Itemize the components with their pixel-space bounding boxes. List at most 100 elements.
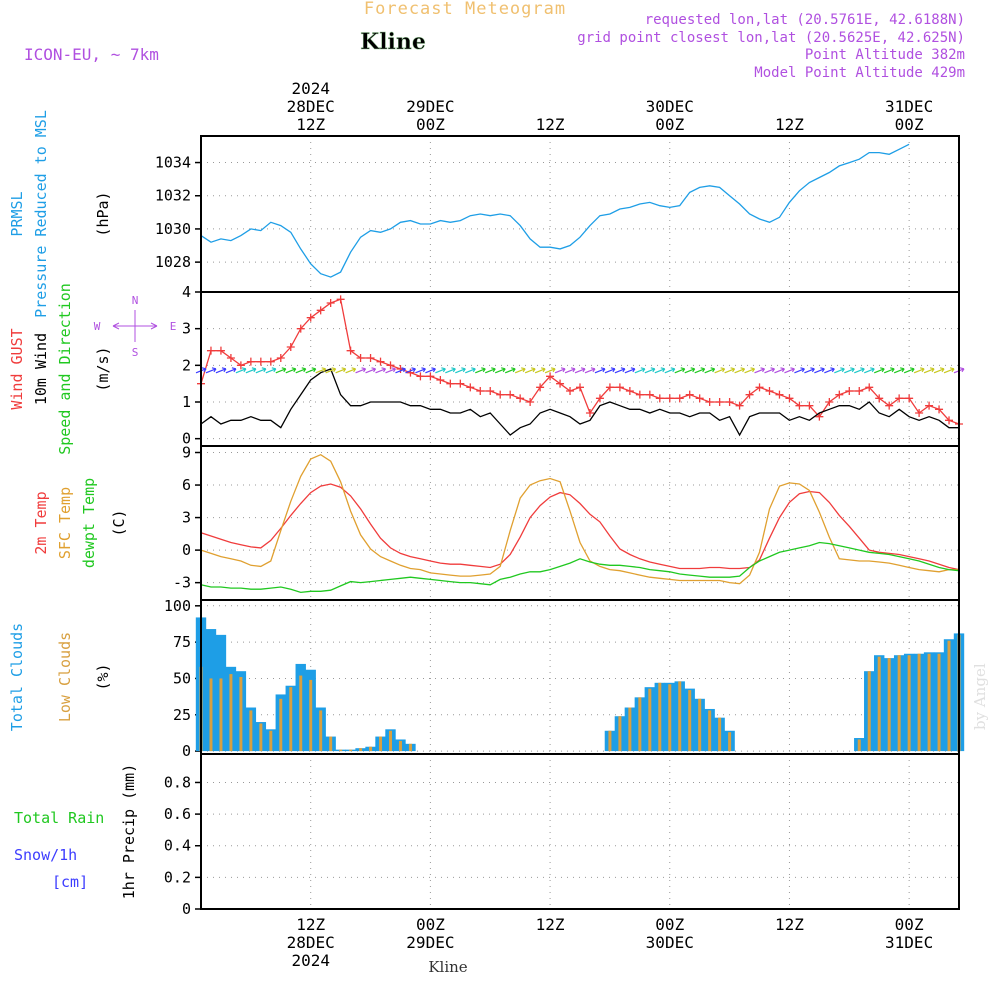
wind-direction-arrow (724, 367, 736, 374)
wind-direction-arrow (255, 367, 267, 374)
ylabel-line: Total Clouds (8, 623, 26, 731)
gust-marker (416, 372, 425, 381)
gust-marker (246, 357, 255, 366)
wind-direction-arrow (943, 367, 955, 374)
ytick-label: 3 (182, 320, 191, 338)
bar-low-clouds (728, 732, 732, 752)
gust-marker (396, 365, 405, 373)
gust-marker (496, 390, 505, 399)
ylabel-line: Pressure Reduced to MSL (32, 110, 50, 318)
ylabel-line: PRMSL (8, 191, 26, 236)
gust-marker (865, 383, 874, 392)
precip-legend-line: Snow/1h (14, 846, 77, 864)
wind-direction-arrow (893, 367, 905, 374)
bar-low-clouds (887, 658, 891, 752)
gust-marker (695, 394, 704, 403)
wind-direction-arrow (764, 367, 775, 374)
gust-marker (536, 383, 545, 392)
ytick-label: 0.8 (164, 773, 191, 791)
gust-marker (855, 387, 864, 395)
gust-marker (675, 394, 684, 403)
gust-marker (665, 394, 674, 403)
gust-marker (805, 401, 814, 410)
bar-low-clouds (668, 684, 672, 752)
series-dewpt-temp (200, 541, 960, 594)
time-label-top: 2024 (291, 79, 330, 98)
gust-marker (296, 324, 305, 333)
gust-marker (655, 394, 664, 403)
gust-marker (436, 376, 445, 384)
bar-low-clouds (349, 749, 353, 752)
wind-direction-arrow (734, 367, 746, 374)
time-label-top: 31DEC (885, 97, 933, 116)
wind-direction-arrow (674, 367, 686, 374)
time-label-top: 29DEC (406, 97, 454, 116)
gust-marker (326, 299, 335, 307)
time-label-bottom: 28DEC (287, 933, 335, 952)
ytick-label: 75 (173, 633, 191, 651)
gust-marker (576, 383, 584, 392)
series-prmsl (200, 143, 910, 278)
wind-direction-arrow (205, 367, 217, 374)
gust-marker (356, 354, 365, 362)
wind-direction-arrow (873, 367, 885, 374)
bar-low-clouds (289, 687, 293, 752)
time-label-bottom: 00Z (655, 915, 684, 934)
gust-marker (595, 394, 604, 403)
time-label-top: 12Z (536, 115, 565, 134)
ylabel-unit: (%) (94, 663, 112, 690)
gust-marker (426, 372, 435, 381)
wind-direction-arrow (534, 367, 546, 374)
wind-direction-arrow (634, 367, 646, 374)
gust-marker (625, 387, 634, 395)
wind-direction-arrow (554, 367, 566, 374)
gust-marker (256, 357, 265, 366)
series-sfc-temp (200, 453, 959, 585)
gust-marker (406, 368, 415, 377)
gust-marker (745, 390, 754, 399)
bar-low-clouds (718, 717, 722, 752)
wind-direction-arrow (524, 367, 536, 374)
wind-direction-arrow (754, 367, 766, 374)
compass-n: N (132, 294, 139, 307)
bar-low-clouds (408, 743, 412, 752)
ylabel-unit: (hPa) (94, 191, 112, 236)
ytick-label: 0.6 (164, 805, 191, 823)
bar-low-clouds (897, 655, 901, 752)
wind-direction-arrow (325, 367, 337, 374)
gust-marker (795, 401, 804, 410)
time-label-top: 00Z (895, 115, 924, 134)
wind-direction-arrow (664, 367, 676, 374)
gust-marker (915, 409, 924, 417)
wind-direction-arrow (355, 367, 367, 374)
wind-direction-arrow (814, 367, 825, 374)
ytick-label: 1032 (155, 187, 191, 205)
gust-marker (226, 354, 235, 362)
time-label-bottom: 12Z (775, 915, 804, 934)
bar-low-clouds (249, 710, 253, 752)
bar-low-clouds (269, 730, 273, 752)
wind-direction-arrow (564, 367, 576, 374)
ylabel-line: dewpt Temp (80, 478, 98, 568)
wind-direction-arrow (844, 367, 855, 374)
ylabel-unit: (m/s) (94, 346, 112, 391)
bar-low-clouds (209, 678, 213, 752)
bar-low-clouds (678, 681, 682, 752)
ylabel-unit: (C) (110, 509, 128, 536)
time-label-top: 12Z (775, 115, 804, 134)
bar-low-clouds (867, 671, 871, 752)
series-2m-temp (200, 483, 960, 571)
bar-low-clouds (219, 678, 223, 752)
panel-frame (200, 445, 960, 601)
wind-direction-arrow (933, 367, 945, 374)
gust-marker (725, 398, 734, 406)
ytick-label: 6 (182, 476, 191, 494)
time-label-bottom: 2024 (291, 951, 330, 970)
bar-low-clouds (229, 674, 233, 752)
ylabel-line: 10m Wind (32, 333, 50, 405)
bar-low-clouds (239, 677, 243, 752)
wind-direction-arrow (285, 367, 297, 374)
gust-marker (506, 390, 515, 399)
time-label-bottom: 12Z (536, 915, 565, 934)
